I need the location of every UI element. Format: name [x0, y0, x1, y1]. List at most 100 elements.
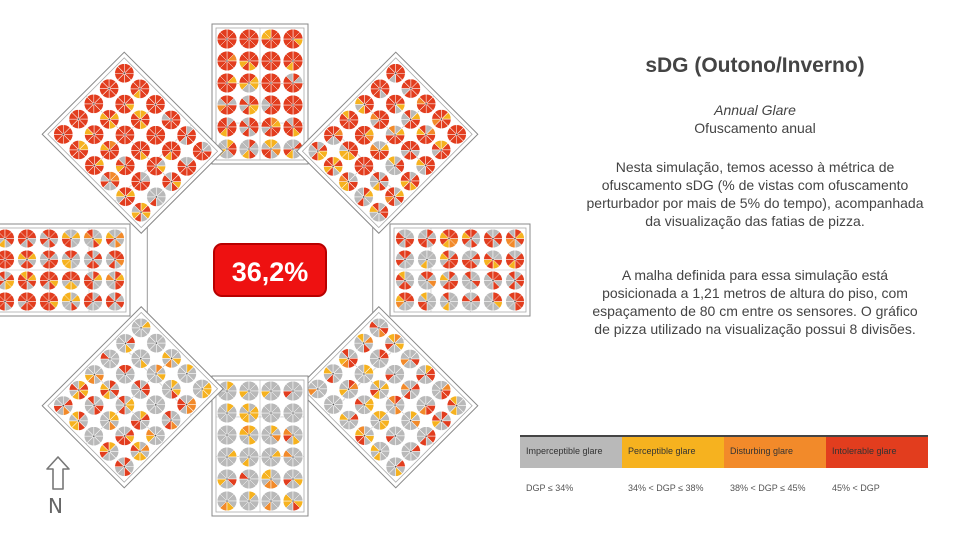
sensor-pie [39, 228, 59, 249]
sensor-pie [439, 249, 459, 270]
sensor-pie [238, 94, 260, 116]
sensor-pie [260, 28, 282, 50]
sensor-pie [146, 156, 166, 176]
sensor-pie [282, 50, 304, 72]
sensor-pie [53, 124, 74, 145]
floor-plan [0, 23, 531, 517]
sensor-pie [238, 468, 260, 490]
sensor-pie [146, 333, 167, 353]
sensor-pie [400, 379, 421, 400]
sensor-pie [238, 116, 260, 138]
sensor-pie [400, 349, 420, 369]
sensor-pie [353, 187, 374, 207]
sensor-pie [238, 380, 260, 402]
sensor-pie [369, 171, 390, 192]
sensor-pie [446, 395, 467, 416]
sensor-pie [115, 364, 136, 385]
sensor-pie [395, 270, 415, 291]
sensor-pie [400, 109, 421, 130]
sensor-pie [338, 140, 359, 161]
sensor-pie [400, 140, 421, 161]
sensor-pie [238, 424, 260, 446]
sensor-pie [216, 28, 238, 50]
sensor-pie [130, 379, 151, 400]
glare-legend: Imperceptible glare Perceptible glare Di… [520, 435, 928, 493]
sensor-pie [483, 249, 503, 270]
sensor-pie [114, 456, 135, 477]
sensor-pie [338, 171, 359, 192]
description-paragraph-2: A malha definida para essa simulação est… [592, 267, 918, 337]
sensor-pie [177, 156, 197, 177]
sensor-pie [461, 270, 481, 291]
sensor-pie [0, 270, 15, 291]
wing-east [389, 223, 531, 317]
sensor-pie [417, 291, 437, 312]
sensor-pie [369, 348, 390, 369]
sensor-pie [354, 425, 375, 446]
sensor-pie [260, 72, 282, 94]
sensor-pie [99, 441, 119, 462]
sensor-pie [260, 138, 282, 160]
sensor-pie [238, 446, 260, 468]
sdg-value-badge: 36,2% [213, 243, 327, 297]
subtitle-english: Annual Glare [714, 102, 796, 118]
sensor-pie [354, 125, 375, 146]
sensor-pie [282, 28, 304, 50]
sensor-pie [431, 109, 452, 129]
legend-range-imperceptible: DGP ≤ 34% [526, 483, 574, 493]
sensor-pie [446, 124, 467, 145]
sensor-pie [370, 78, 390, 99]
sensor-pie [61, 249, 81, 270]
sensor-pie [282, 94, 304, 116]
sensor-pie [130, 410, 151, 431]
sensor-pie [339, 410, 359, 430]
sensor-pie [192, 141, 213, 161]
sensor-pie [260, 380, 282, 402]
sensor-pie [216, 94, 238, 116]
sensor-pie [461, 291, 481, 312]
sensor-pie [260, 424, 282, 446]
legend-range-intolerable: 45% < DGP [832, 483, 880, 493]
sensor-pie [238, 490, 260, 512]
sensor-pie [17, 291, 37, 312]
sensor-pie [417, 228, 437, 249]
sensor-pie [130, 109, 151, 130]
sensor-pie [260, 402, 282, 424]
sensor-pie [505, 270, 525, 291]
sensor-pie [461, 228, 481, 249]
sensor-pie [84, 124, 104, 145]
sensor-pie [282, 380, 304, 402]
sensor-pie [323, 363, 343, 384]
sensor-pie [130, 140, 151, 161]
sensor-pie [114, 94, 135, 114]
sensor-pie [130, 348, 151, 369]
sensor-pie [339, 110, 359, 130]
sensor-pie [115, 155, 136, 176]
sensor-pie [282, 72, 304, 94]
sensor-pie [505, 291, 525, 312]
sensor-pie [282, 490, 304, 512]
sensor-pie [323, 125, 344, 146]
north-label: N [48, 494, 63, 518]
sensor-pie [416, 124, 436, 145]
wing-west [0, 223, 131, 317]
sensor-pie [238, 28, 260, 50]
sensor-pie [260, 490, 282, 512]
sensor-pie [354, 364, 374, 384]
sensor-pie [400, 410, 421, 431]
sensor-pie [282, 402, 304, 424]
sensor-pie [369, 202, 389, 223]
sensor-pie [161, 379, 182, 400]
sensor-pie [385, 63, 406, 84]
sensor-pie [0, 249, 15, 270]
sensor-pie [105, 249, 125, 270]
sensor-pie [83, 93, 104, 114]
sensor-pie [61, 270, 81, 291]
sensor-pie [68, 109, 89, 129]
sensor-pie [395, 249, 415, 270]
sensor-pie [401, 441, 421, 462]
sensor-pie [68, 411, 89, 431]
sensor-pie [115, 333, 136, 354]
sensor-pie [282, 116, 304, 138]
sensor-pie [416, 426, 437, 447]
